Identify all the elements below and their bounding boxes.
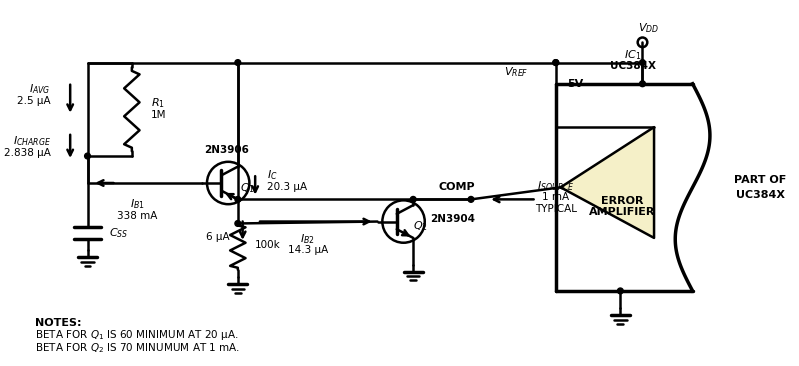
Text: $I_{AVG}$: $I_{AVG}$ [30, 83, 51, 97]
Circle shape [85, 153, 90, 159]
Text: 2N3906: 2N3906 [204, 145, 248, 155]
Text: 2.5 μA: 2.5 μA [18, 96, 51, 106]
Text: $I_{B2}$: $I_{B2}$ [300, 232, 315, 246]
Text: 14.3 μA: 14.3 μA [288, 246, 328, 255]
Text: NOTES:: NOTES: [35, 318, 82, 328]
Text: 1 mA: 1 mA [543, 193, 570, 202]
Text: BETA FOR $Q_1$ IS 60 MINIMUM AT 20 μA.: BETA FOR $Q_1$ IS 60 MINIMUM AT 20 μA. [35, 328, 239, 342]
Circle shape [640, 81, 646, 87]
Circle shape [618, 288, 623, 294]
Text: $V_{REF}$: $V_{REF}$ [504, 65, 529, 79]
Text: $Q_2$: $Q_2$ [413, 220, 428, 233]
Circle shape [553, 60, 559, 66]
Text: PART OF: PART OF [734, 175, 786, 184]
Circle shape [235, 197, 240, 202]
Text: 5V: 5V [567, 79, 583, 89]
Text: 6 μA: 6 μA [206, 232, 230, 242]
Text: 20.3 μA: 20.3 μA [267, 182, 307, 192]
Text: $R_1$: $R_1$ [151, 97, 165, 111]
Text: BETA FOR $Q_2$ IS 70 MINUMUM AT 1 mA.: BETA FOR $Q_2$ IS 70 MINUMUM AT 1 mA. [35, 341, 240, 355]
Text: 2N3904: 2N3904 [431, 214, 475, 224]
Text: $I_{SOURCE}$: $I_{SOURCE}$ [537, 179, 574, 193]
Circle shape [235, 221, 240, 226]
Circle shape [235, 60, 240, 66]
Text: $I_{CHARGE}$: $I_{CHARGE}$ [13, 135, 51, 149]
Text: $I_C$: $I_C$ [267, 168, 277, 182]
Text: $I_{B1}$: $I_{B1}$ [130, 197, 145, 211]
Text: ERROR
AMPLIFIER: ERROR AMPLIFIER [589, 196, 655, 217]
Circle shape [640, 60, 646, 66]
Text: $C_{SS}$: $C_{SS}$ [109, 226, 128, 240]
Text: UC384X: UC384X [610, 61, 656, 71]
Text: UC384X: UC384X [736, 190, 785, 200]
Text: COMP: COMP [438, 182, 475, 192]
Text: $IC_1$: $IC_1$ [624, 48, 642, 62]
Circle shape [553, 60, 559, 66]
Circle shape [411, 197, 416, 202]
Text: TYPICAL: TYPICAL [535, 204, 577, 214]
Text: $V_{DD}$: $V_{DD}$ [638, 21, 659, 35]
Text: 2.838 μA: 2.838 μA [4, 148, 51, 158]
Text: 1M: 1M [151, 110, 167, 120]
Text: 338 mA: 338 mA [117, 211, 158, 221]
Text: $Q_1$: $Q_1$ [240, 181, 255, 195]
Text: 100k: 100k [255, 240, 281, 250]
Circle shape [468, 197, 474, 202]
Polygon shape [561, 127, 654, 238]
